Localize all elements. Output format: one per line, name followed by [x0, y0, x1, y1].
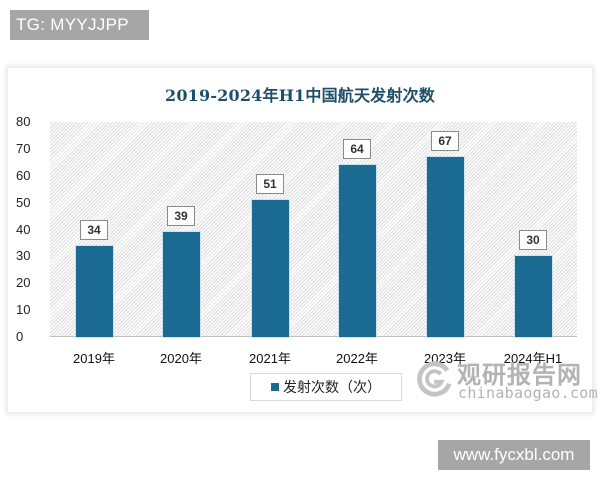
bar: [75, 245, 113, 337]
y-tick-label: 60: [16, 167, 31, 183]
y-tick-label: 50: [16, 194, 31, 210]
y-tick-label: 40: [16, 221, 31, 237]
y-tick-label: 70: [16, 140, 31, 156]
watermark-domain: chinabaogao.com: [458, 384, 598, 402]
bottom-watermark-tag: www.fycxbl.com: [438, 440, 590, 470]
legend-label: 发射次数（次）: [283, 379, 381, 395]
y-tick-label: 80: [16, 114, 31, 129]
x-tick-label: 2024年H1: [503, 351, 563, 366]
data-label: 39: [167, 206, 195, 227]
bar: [251, 199, 289, 337]
x-tick-label: 2019年: [73, 351, 115, 366]
data-label: 67: [431, 130, 459, 151]
y-tick-label: 30: [16, 248, 31, 264]
plot-area: [50, 122, 577, 337]
bar: [426, 156, 464, 337]
x-tick-label: 2021年: [249, 351, 291, 366]
x-tick-label: 2022年: [336, 351, 378, 366]
data-label: 51: [256, 173, 284, 194]
data-label: 30: [519, 230, 547, 251]
legend: 发射次数（次）: [250, 373, 402, 401]
legend-swatch-icon: [271, 383, 279, 391]
chart-title: 2019-2024年H1中国航天发射次数: [165, 86, 435, 105]
bar: [338, 165, 376, 337]
x-tick-label: 2020年: [160, 351, 202, 366]
watermark-name: 观研报告网: [457, 361, 582, 389]
chinabaogao-logo-icon: [417, 361, 452, 397]
data-label: 34: [80, 219, 108, 240]
bar: [162, 232, 200, 337]
data-label: 64: [343, 139, 371, 159]
chinabaogao-watermark: 观研报告网 chinabaogao.com: [415, 355, 598, 405]
y-tick-label: 0: [16, 329, 24, 344]
bar: [514, 256, 552, 337]
top-watermark-tag: TG: MYYJJPP: [10, 10, 149, 40]
x-axis-line: [50, 336, 577, 337]
y-tick-label: 20: [16, 275, 31, 291]
y-tick-label: 10: [16, 302, 31, 318]
